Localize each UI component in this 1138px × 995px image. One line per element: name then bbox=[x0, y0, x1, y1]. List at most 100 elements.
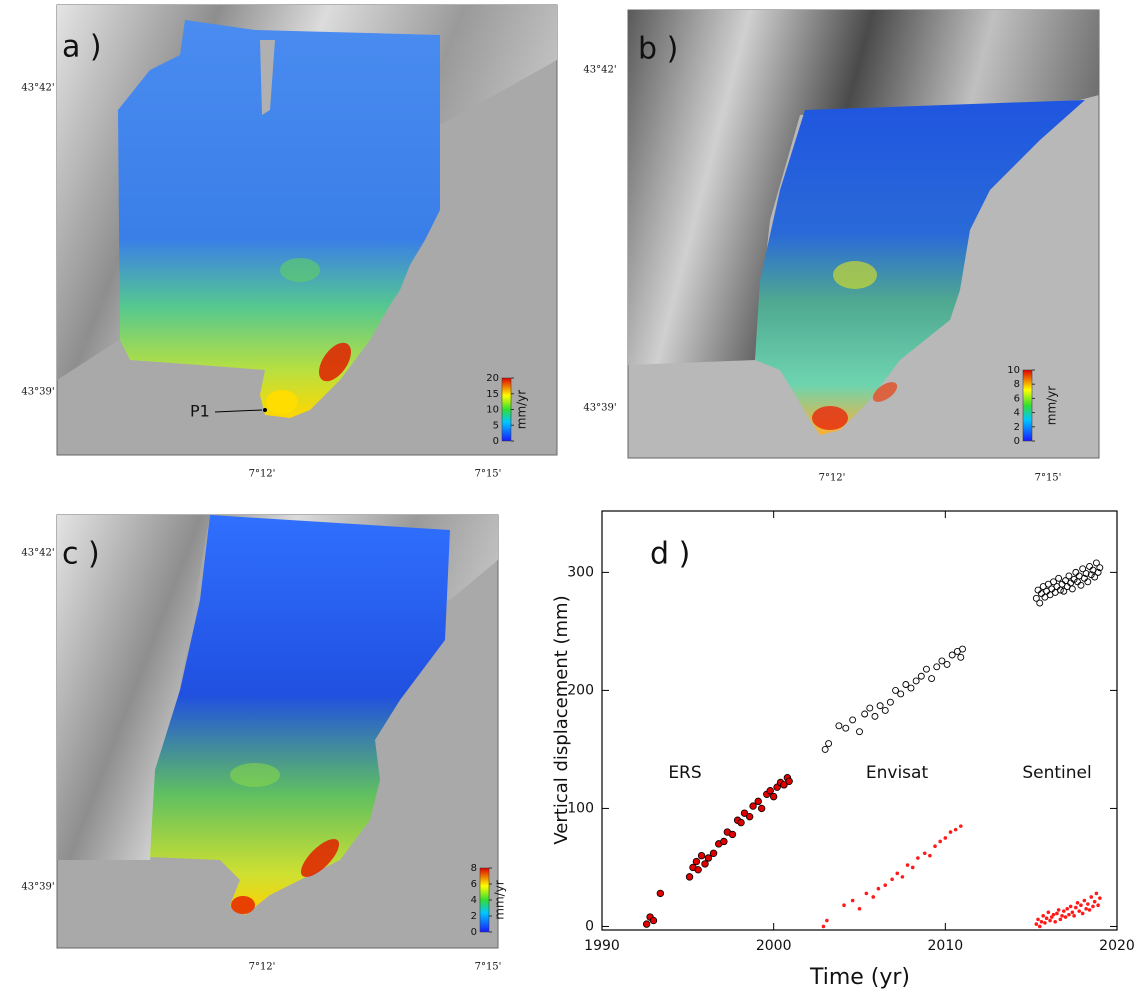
data-point bbox=[1094, 891, 1099, 896]
data-point bbox=[709, 849, 718, 857]
data-point bbox=[825, 918, 829, 923]
data-point bbox=[1070, 576, 1078, 583]
data-point bbox=[1091, 573, 1099, 581]
chart-title: d ) bbox=[650, 537, 690, 572]
colorbar-tick-label: 20 bbox=[486, 373, 499, 384]
data-point bbox=[849, 716, 857, 724]
data-point bbox=[1034, 586, 1042, 594]
lat-label: 43°39' bbox=[21, 387, 54, 398]
data-point bbox=[1080, 574, 1088, 582]
lon-label: 7°12' bbox=[819, 473, 846, 484]
data-point bbox=[948, 651, 956, 659]
data-point bbox=[1068, 904, 1073, 909]
data-point bbox=[1094, 568, 1102, 576]
data-point bbox=[1039, 919, 1044, 924]
data-point bbox=[1043, 921, 1047, 925]
data-point bbox=[953, 827, 958, 832]
data-point bbox=[933, 663, 941, 671]
data-point bbox=[886, 698, 894, 706]
data-point bbox=[856, 728, 863, 736]
data-point bbox=[1065, 906, 1070, 911]
data-point bbox=[656, 889, 665, 898]
data-point bbox=[957, 653, 965, 661]
y-tick-label: 300 bbox=[567, 564, 594, 580]
data-point bbox=[1036, 599, 1044, 607]
colorbar-tick-label: 4 bbox=[1014, 408, 1020, 419]
data-point bbox=[766, 787, 774, 795]
data-point bbox=[1036, 917, 1040, 922]
data-point bbox=[642, 920, 651, 928]
data-point bbox=[900, 875, 905, 879]
lon-label: 7°15' bbox=[1035, 473, 1062, 484]
data-point bbox=[928, 853, 932, 858]
data-point bbox=[1055, 911, 1059, 916]
data-point bbox=[938, 657, 946, 665]
colorbar-tick-label: 0 bbox=[471, 927, 477, 938]
data-point bbox=[749, 802, 757, 810]
data-point bbox=[1096, 564, 1104, 572]
data-point bbox=[1079, 903, 1083, 908]
data-point bbox=[943, 660, 951, 668]
data-point bbox=[905, 863, 910, 867]
data-point bbox=[1087, 571, 1095, 579]
y-axis-label: Vertical displacement (mm) bbox=[551, 595, 572, 844]
data-point bbox=[1082, 570, 1090, 578]
data-point bbox=[1058, 917, 1063, 922]
data-point bbox=[1050, 578, 1057, 586]
data-point bbox=[861, 710, 869, 718]
data-point bbox=[910, 865, 915, 870]
data-point bbox=[1092, 899, 1097, 904]
colorbar-tick-label: 10 bbox=[486, 405, 499, 416]
colorbar-tick-label: 0 bbox=[493, 436, 499, 447]
data-point bbox=[1053, 919, 1057, 924]
data-point bbox=[1077, 581, 1085, 589]
data-point bbox=[922, 851, 927, 856]
data-point bbox=[1091, 904, 1095, 909]
x-tick-label: 2020 bbox=[1099, 938, 1135, 954]
data-point bbox=[1060, 587, 1068, 595]
colorbar bbox=[479, 867, 490, 933]
data-point bbox=[1041, 914, 1045, 918]
y-tick-label: 0 bbox=[585, 918, 594, 934]
data-point bbox=[907, 684, 915, 692]
data-point bbox=[864, 891, 869, 896]
data-point bbox=[958, 824, 963, 828]
data-point bbox=[857, 906, 862, 911]
lon-label: 7°15' bbox=[475, 962, 502, 973]
plot-frame bbox=[601, 510, 1118, 931]
lon-label: 7°12' bbox=[249, 469, 276, 480]
data-point bbox=[1084, 906, 1088, 911]
colorbar-tick-label: 10 bbox=[1007, 365, 1020, 376]
data-point bbox=[1065, 572, 1073, 580]
colorbar-tick-label: 2 bbox=[1014, 422, 1020, 433]
colorbar-tick-label: 4 bbox=[471, 895, 477, 906]
colorbar bbox=[501, 377, 512, 442]
data-point bbox=[902, 681, 910, 688]
data-point bbox=[938, 839, 942, 844]
colorbar-tick-label: 6 bbox=[471, 879, 477, 890]
data-point bbox=[881, 707, 889, 714]
y-tick-label: 100 bbox=[567, 800, 594, 816]
data-point bbox=[917, 672, 925, 680]
data-point bbox=[692, 857, 701, 866]
colorbar-tick-label: 15 bbox=[486, 389, 499, 400]
data-point bbox=[825, 740, 833, 747]
x-tick-label: 1990 bbox=[584, 938, 620, 954]
data-point bbox=[780, 781, 788, 789]
y-tick-label: 200 bbox=[567, 682, 594, 698]
data-point bbox=[821, 924, 826, 929]
data-point bbox=[769, 792, 778, 801]
data-point bbox=[871, 712, 879, 720]
data-point bbox=[835, 722, 843, 730]
lat-label: 43°39' bbox=[21, 882, 54, 893]
data-point bbox=[842, 903, 846, 908]
panel-label: b ) bbox=[638, 32, 678, 67]
data-point bbox=[933, 844, 937, 848]
data-point bbox=[1072, 914, 1076, 918]
colorbar-label: mm/yr bbox=[515, 390, 529, 430]
data-point bbox=[1080, 911, 1085, 916]
map-a bbox=[56, 4, 558, 456]
data-point bbox=[842, 724, 850, 732]
data-point bbox=[1079, 565, 1087, 573]
colorbar bbox=[1022, 369, 1033, 442]
